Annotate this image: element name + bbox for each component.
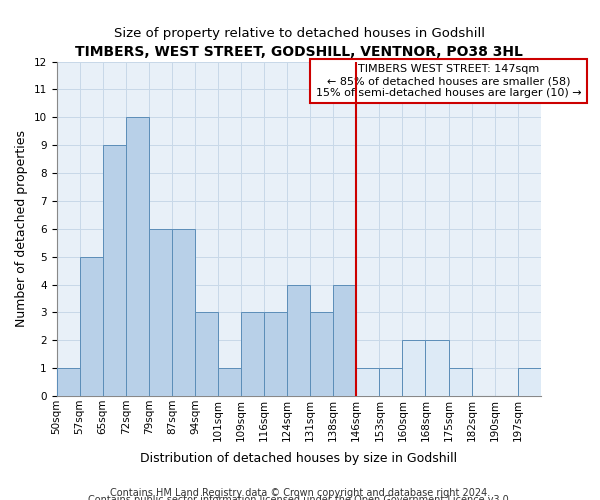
Bar [310,312,333,396]
Bar [518,368,541,396]
Bar [56,368,80,396]
Bar [425,340,449,396]
Bar [218,368,241,396]
X-axis label: Distribution of detached houses by size in Godshill: Distribution of detached houses by size … [140,452,457,465]
Title: TIMBERS, WEST STREET, GODSHILL, VENTNOR, PO38 3HL: TIMBERS, WEST STREET, GODSHILL, VENTNOR,… [75,45,523,59]
Bar [172,229,195,396]
Text: Size of property relative to detached houses in Godshill: Size of property relative to detached ho… [115,28,485,40]
Bar [379,368,403,396]
Bar [356,368,379,396]
Bar [449,368,472,396]
Bar [264,312,287,396]
Bar [287,284,310,396]
Bar [241,312,264,396]
Text: Contains public sector information licensed under the Open Government Licence v3: Contains public sector information licen… [88,495,512,500]
Bar [126,118,149,396]
Text: Contains HM Land Registry data © Crown copyright and database right 2024.: Contains HM Land Registry data © Crown c… [110,488,490,498]
Y-axis label: Number of detached properties: Number of detached properties [15,130,28,328]
Bar [80,256,103,396]
Bar [103,145,126,396]
Text: TIMBERS WEST STREET: 147sqm
← 85% of detached houses are smaller (58)
15% of sem: TIMBERS WEST STREET: 147sqm ← 85% of det… [316,64,581,98]
Bar [403,340,425,396]
Bar [195,312,218,396]
Bar [149,229,172,396]
Bar [333,284,356,396]
